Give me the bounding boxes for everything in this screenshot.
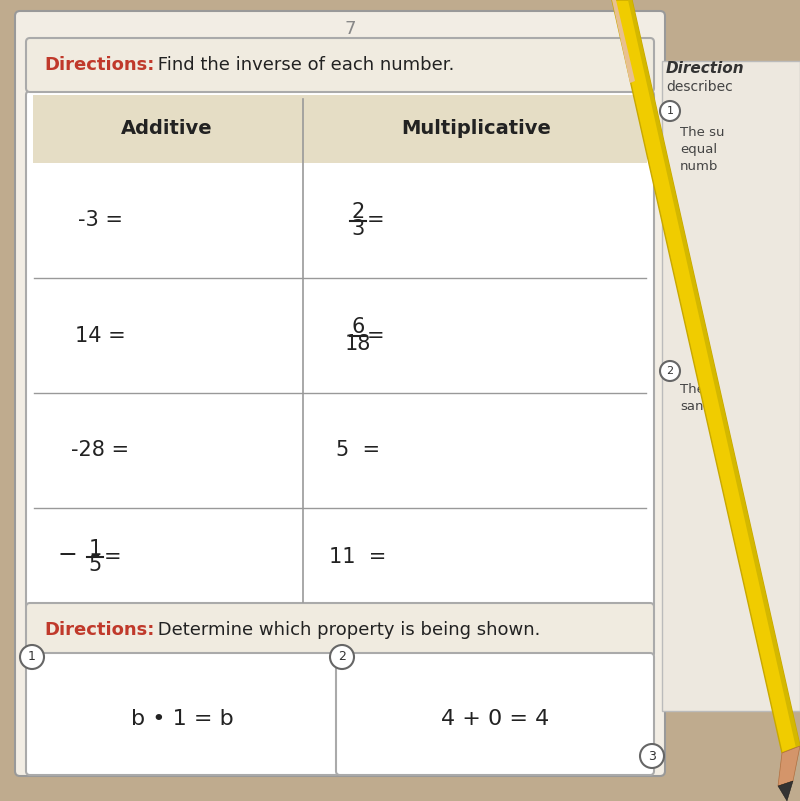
Text: Additive: Additive [121,119,212,139]
Text: 4 + 0 = 4: 4 + 0 = 4 [441,709,549,729]
Polygon shape [778,746,800,786]
Text: 2: 2 [666,366,674,376]
Text: numb: numb [680,160,718,173]
Text: 3: 3 [351,219,365,239]
Text: =: = [367,211,385,231]
Text: 5: 5 [88,555,102,575]
FancyBboxPatch shape [26,653,339,775]
Circle shape [20,645,44,669]
Text: =: = [104,547,122,567]
Circle shape [330,645,354,669]
FancyBboxPatch shape [26,603,654,657]
Text: The su: The su [680,126,725,139]
Text: 1: 1 [88,539,102,559]
Text: 1: 1 [28,650,36,663]
Text: 1: 1 [666,106,674,116]
Text: Direction: Direction [666,61,745,76]
Text: -28 =: -28 = [71,441,129,461]
Text: 18: 18 [345,333,371,353]
Text: san: san [680,400,703,413]
Polygon shape [778,781,793,801]
FancyBboxPatch shape [26,38,654,92]
Text: 3: 3 [648,750,656,763]
Text: b • 1 = b: b • 1 = b [131,709,234,729]
Text: 2: 2 [351,203,365,223]
Text: 14 =: 14 = [74,325,126,345]
Bar [33,95,647,163]
FancyBboxPatch shape [26,91,654,610]
FancyBboxPatch shape [336,653,654,775]
Circle shape [640,744,664,768]
Polygon shape [612,0,800,753]
Text: describec: describec [666,80,733,94]
Text: Directions:: Directions: [44,56,154,74]
Polygon shape [628,0,800,748]
Text: -3 =: -3 = [78,211,122,231]
Text: 2: 2 [338,650,346,663]
Text: The: The [680,383,705,396]
Text: Multiplicative: Multiplicative [402,119,551,139]
Text: 7: 7 [344,20,356,38]
Circle shape [660,101,680,121]
Text: 6: 6 [351,317,365,337]
Circle shape [660,361,680,381]
Text: 5  =: 5 = [336,441,380,461]
Polygon shape [612,0,635,83]
Text: Directions:: Directions: [44,621,154,639]
FancyBboxPatch shape [662,61,800,711]
Text: Determine which property is being shown.: Determine which property is being shown. [152,621,540,639]
Text: Find the inverse of each number.: Find the inverse of each number. [152,56,454,74]
Text: 11  =: 11 = [329,547,386,567]
Text: equal: equal [680,143,717,156]
Text: −: − [57,543,77,567]
FancyBboxPatch shape [15,11,665,776]
Text: =: = [367,325,385,345]
